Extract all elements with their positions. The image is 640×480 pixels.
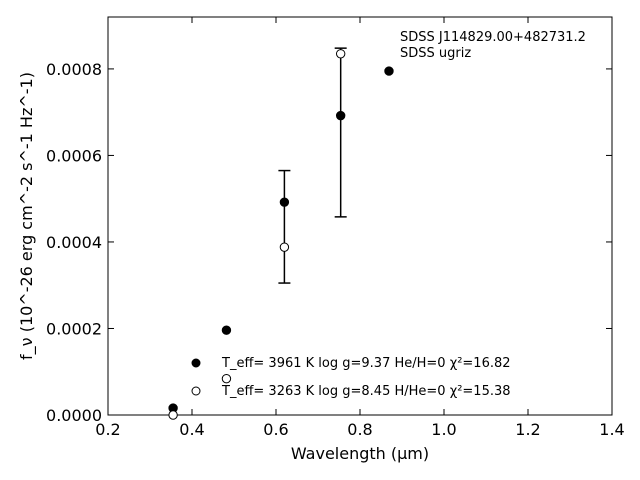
- data-point-filled: [221, 325, 232, 335]
- data-point-open: [168, 410, 178, 420]
- data-point-filled: [279, 197, 290, 207]
- data-points: [168, 49, 394, 420]
- data-point-open: [279, 242, 290, 252]
- legend-entry-2: T_eff= 3263 K log g=8.45 H/He=0 χ²=15.38: [221, 384, 511, 399]
- annotation-line-1: SDSS J114829.00+482731.2: [400, 30, 586, 45]
- axis-ticks: 0.2 0.4 0.6 0.8 1.0 1.2 1.4 0.0000 0.0002 0.0004 0…: [46, 17, 625, 439]
- x-tick-label: 1.2: [515, 420, 540, 439]
- error-bars: [278, 47, 347, 284]
- y-axis-label: f_ν (10^-26 erg cm^-2 s^-1 Hz^-1): [17, 72, 37, 360]
- legend: T_eff= 3961 K log g=9.37 He/H=0 χ²=16.82…: [191, 356, 511, 399]
- data-point-open: [335, 49, 346, 59]
- x-axis-label: Wavelength (μm): [291, 444, 429, 463]
- legend-marker-filled: [191, 358, 201, 368]
- y-tick-label: 0.0008: [46, 60, 102, 79]
- annotation-line-2: SDSS ugriz: [400, 46, 471, 61]
- x-tick-label: 0.2: [95, 420, 120, 439]
- legend-marker-open: [191, 386, 201, 396]
- y-tick-label: 0.0006: [46, 146, 102, 165]
- x-tick-label: 0.4: [179, 420, 204, 439]
- data-point-filled: [384, 66, 394, 76]
- data-point-open: [221, 373, 232, 384]
- x-tick-label: 0.6: [263, 420, 288, 439]
- y-tick-label: 0.0000: [46, 406, 102, 425]
- legend-entry-1: T_eff= 3961 K log g=9.37 He/H=0 χ²=16.82: [221, 356, 511, 371]
- y-tick-label: 0.0002: [46, 319, 102, 338]
- data-point-filled: [335, 110, 346, 121]
- x-tick-label: 0.8: [347, 420, 372, 439]
- x-tick-label: 1.4: [599, 420, 624, 439]
- y-tick-label: 0.0004: [46, 233, 102, 252]
- x-tick-label: 1.0: [431, 420, 456, 439]
